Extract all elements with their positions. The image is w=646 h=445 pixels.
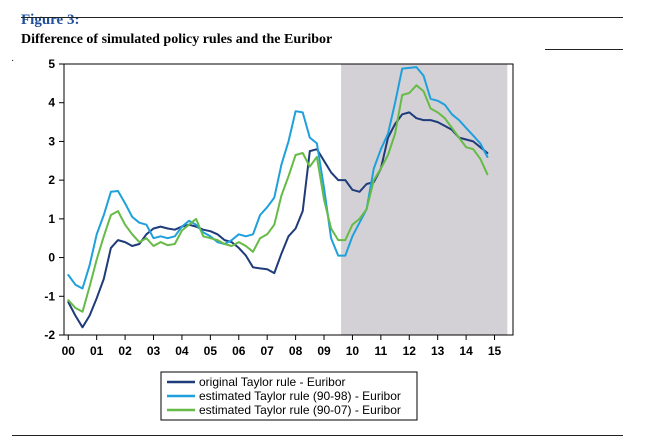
y-tick-label: -1 bbox=[44, 289, 55, 303]
x-tick-label: 15 bbox=[488, 344, 502, 358]
title-rule bbox=[545, 49, 623, 50]
x-tick-label: 11 bbox=[375, 344, 388, 358]
x-tick-label: 12 bbox=[403, 344, 417, 358]
bottom-rule bbox=[12, 435, 623, 436]
y-tick-label: 4 bbox=[48, 96, 55, 110]
top-rule bbox=[21, 17, 623, 18]
y-tick-label: 1 bbox=[48, 212, 55, 226]
margin-dot: · bbox=[11, 55, 15, 66]
x-tick-label: 05 bbox=[204, 344, 218, 358]
y-tick-label: 5 bbox=[48, 57, 55, 71]
x-tick-label: 00 bbox=[62, 344, 76, 358]
y-tick-label: -2 bbox=[44, 328, 55, 342]
y-tick-label: 3 bbox=[48, 134, 55, 148]
x-tick-label: 06 bbox=[232, 344, 246, 358]
y-tick-label: 0 bbox=[48, 251, 55, 265]
x-tick-label: 09 bbox=[317, 344, 331, 358]
legend-label-1: original Taylor rule - Euribor bbox=[199, 375, 346, 389]
x-tick-label: 02 bbox=[118, 344, 132, 358]
figure-title: Difference of simulated policy rules and… bbox=[21, 32, 333, 47]
series-line-2 bbox=[67, 66, 489, 290]
legend-box bbox=[160, 371, 418, 421]
series-line-3 bbox=[67, 84, 489, 313]
x-tick-label: 07 bbox=[261, 344, 275, 358]
figure-label: Figure 3: bbox=[21, 12, 80, 28]
legend-label-3: estimated Taylor rule (90-07) - Euribor bbox=[199, 403, 401, 417]
x-tick-label: 04 bbox=[175, 344, 189, 358]
plot-frame bbox=[63, 63, 514, 336]
shaded-forecast-region bbox=[341, 64, 508, 335]
series-line-1 bbox=[67, 111, 489, 329]
x-tick-label: 08 bbox=[289, 344, 303, 358]
x-tick-label: 03 bbox=[147, 344, 161, 358]
x-tick-label: 13 bbox=[431, 344, 445, 358]
x-tick-label: 14 bbox=[459, 344, 473, 358]
x-tick-label: 01 bbox=[90, 344, 104, 358]
x-tick-label: 10 bbox=[346, 344, 360, 358]
y-tick-label: 2 bbox=[48, 173, 55, 187]
legend-label-2: estimated Taylor rule (90-98) - Euribor bbox=[199, 389, 401, 403]
